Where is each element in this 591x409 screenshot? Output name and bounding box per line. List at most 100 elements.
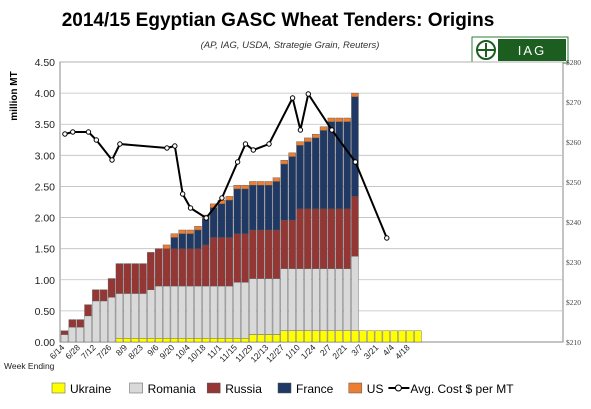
bar-segment-romania bbox=[280, 268, 288, 332]
bar-segment-ukraine bbox=[131, 338, 139, 343]
legend-swatch bbox=[129, 382, 143, 394]
bar-segment-romania bbox=[92, 300, 100, 343]
bar-segment-russia bbox=[139, 263, 147, 294]
bar-segment-russia bbox=[241, 233, 249, 283]
bar-segment-france bbox=[335, 121, 343, 210]
x-axis-label: Week Ending bbox=[4, 361, 55, 371]
bar-segment-ukraine bbox=[139, 338, 147, 343]
y-tick-label: 4.50 bbox=[35, 57, 56, 69]
bar-segment-ukraine bbox=[335, 330, 343, 343]
bar-segment-romania bbox=[202, 285, 210, 339]
bar-segment-us bbox=[170, 233, 179, 238]
bar-segment-romania bbox=[312, 268, 320, 332]
bar-segment-romania bbox=[335, 268, 343, 332]
bar-segment-romania bbox=[60, 334, 69, 343]
y-tick-label: 3.00 bbox=[35, 150, 56, 162]
bar-segment-romania bbox=[319, 268, 328, 332]
avg-cost-point bbox=[384, 235, 390, 241]
bar-segment-ukraine bbox=[390, 330, 398, 343]
bar-segment-france bbox=[343, 121, 351, 210]
bar-segment-ukraine bbox=[288, 330, 296, 343]
legend-label: Avg. Cost $ per MT bbox=[410, 382, 514, 396]
x-tick-label: 7/12 bbox=[79, 342, 98, 361]
bar-segment-romania bbox=[327, 268, 336, 332]
bar-segment-romania bbox=[288, 268, 296, 332]
bar-segment-russia bbox=[264, 229, 273, 279]
y-axis-ticks: 0.00 0.50 1.00 1.50 2.00 2.50 3.00 3.50 4.00 4.50 bbox=[35, 57, 56, 349]
bar-segment-russia bbox=[131, 263, 139, 294]
bar-segment-france bbox=[319, 130, 328, 210]
x-tick-label: 7/26 bbox=[95, 342, 114, 361]
bar-segment-france bbox=[170, 237, 179, 249]
bar-segment-russia bbox=[107, 278, 116, 298]
avg-cost-point bbox=[242, 141, 249, 147]
avg-cost-point bbox=[234, 159, 241, 165]
bar-segment-russia bbox=[319, 208, 328, 269]
bar-segment-russia bbox=[296, 208, 304, 269]
bar-segment-russia bbox=[249, 229, 257, 279]
avg-cost-point bbox=[164, 145, 170, 151]
bar-segment-romania bbox=[76, 326, 84, 343]
bar-segment-france bbox=[327, 121, 336, 210]
avg-cost-point bbox=[187, 205, 194, 211]
bar-segment-us bbox=[162, 244, 171, 249]
bar-segment-france bbox=[225, 199, 234, 238]
bar-segment-russia bbox=[178, 248, 186, 287]
bar-segment-france bbox=[194, 229, 202, 249]
avg-cost-point bbox=[172, 143, 178, 149]
legend-label: US bbox=[367, 382, 384, 396]
logo-text: IAG bbox=[518, 43, 546, 58]
bar-segment-romania bbox=[123, 293, 132, 339]
bar-segment-ukraine bbox=[343, 330, 351, 343]
bar-segment-romania bbox=[107, 297, 116, 343]
legend-swatch bbox=[51, 382, 66, 394]
bar-segment-france bbox=[178, 233, 186, 249]
bar-segment-russia bbox=[202, 244, 210, 287]
bar-segment-ukraine bbox=[115, 338, 124, 343]
bar-segment-ukraine bbox=[178, 338, 186, 343]
avg-cost-point bbox=[70, 129, 76, 135]
avg-cost-point bbox=[203, 215, 209, 221]
bar-segment-france bbox=[312, 137, 320, 210]
y-tick-label: 4.00 bbox=[35, 88, 56, 100]
y2-tick-label: $220 bbox=[566, 298, 581, 307]
bar-segment-russia bbox=[84, 304, 92, 317]
bar-segment-russia bbox=[272, 229, 281, 279]
bar-segment-russia bbox=[343, 208, 351, 269]
bar-segment-ukraine bbox=[225, 338, 234, 343]
avg-cost-point bbox=[250, 147, 257, 153]
bar-segment-us bbox=[241, 184, 249, 190]
y-tick-label: 2.50 bbox=[35, 181, 56, 193]
bar-segment-russia bbox=[335, 208, 343, 269]
bar-segment-russia bbox=[351, 196, 359, 257]
bar-segment-ukraine bbox=[319, 330, 328, 343]
x-tick-label: 8/23 bbox=[126, 342, 145, 361]
bar-segment-romania bbox=[351, 255, 359, 331]
bar-segment-russia bbox=[257, 229, 265, 279]
bar-segment-ukraine bbox=[414, 330, 422, 343]
legend-label: Ukraine bbox=[70, 382, 112, 396]
bar-segment-us bbox=[288, 152, 296, 157]
bar-segment-ukraine bbox=[398, 330, 406, 343]
bar-segment-ukraine bbox=[154, 338, 163, 343]
x-tick-label: 3/21 bbox=[362, 342, 381, 361]
y2-tick-label: $240 bbox=[566, 218, 581, 227]
avg-cost-line bbox=[62, 91, 390, 241]
bar-segment-russia bbox=[225, 237, 234, 287]
bar-segment-us bbox=[257, 181, 265, 186]
bar-segment-us bbox=[225, 196, 234, 201]
bar-segment-ukraine bbox=[304, 330, 312, 343]
avg-cost-point bbox=[266, 141, 272, 147]
y-tick-label: 1.00 bbox=[35, 275, 56, 287]
bar-segment-romania bbox=[257, 278, 265, 335]
bar-segment-france bbox=[288, 156, 296, 221]
y-axis-label: million MT bbox=[9, 71, 20, 120]
bar-segment-france bbox=[217, 203, 226, 238]
bar-segment-ukraine bbox=[162, 338, 171, 343]
avg-cost-point bbox=[62, 131, 68, 137]
bar-segment-russia bbox=[280, 219, 288, 269]
bar-segment-russia bbox=[76, 319, 84, 328]
bar-segment-us bbox=[264, 181, 273, 186]
